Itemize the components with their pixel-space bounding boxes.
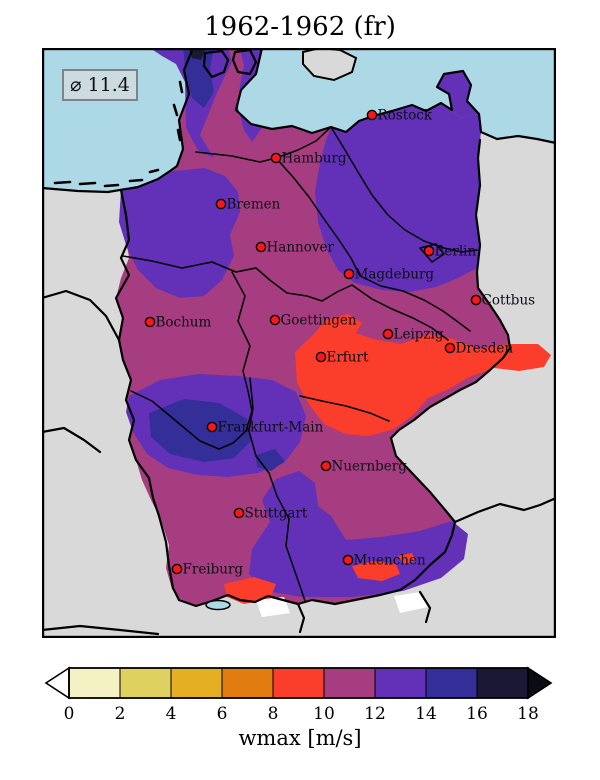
city-label: Berlin [435, 244, 477, 260]
city-label: Leipzig [394, 327, 444, 343]
colorbar-tick: 16 [466, 704, 488, 724]
colorbar-segment [68, 667, 121, 699]
colorbar-segment [323, 667, 376, 699]
city-label: Bremen [227, 197, 281, 213]
city-markers: Rostock Hamburg Bremen Hannover BerlinMagdeb… [144, 108, 536, 578]
city-label: Muenchen [354, 553, 426, 569]
colorbar: 0 2 4 6 8 10 12 14 16 18 [0, 660, 600, 726]
city-marker [255, 241, 267, 253]
colorbar-segment [476, 667, 529, 699]
city-label: Hannover [267, 240, 335, 256]
colorbar-tick: 12 [364, 704, 386, 724]
city-marker [233, 507, 245, 519]
colorbar-segment [221, 667, 274, 699]
city-label: Bochum [156, 315, 212, 331]
map-area: Rostock Hamburg Bremen Hannover Berlin Magdeb… [42, 48, 556, 638]
map-frame [42, 48, 556, 638]
colorbar-tick: 18 [517, 704, 539, 724]
city-marker [215, 198, 227, 210]
city-label: Freiburg [183, 562, 244, 578]
colorbar-segment [272, 667, 325, 699]
figure-title: 1962-1962 (fr) [204, 12, 396, 42]
city-label: Magdeburg [355, 267, 435, 283]
colorbar-tick: 8 [268, 704, 279, 724]
colorbar-segment [425, 667, 478, 699]
colorbar-segment [170, 667, 223, 699]
colorbar-tick: 0 [64, 704, 75, 724]
mean-value-box: ⌀ 11.4 [62, 69, 138, 101]
city-label: Dresden [456, 341, 514, 357]
colorbar-tick: 14 [415, 704, 437, 724]
borders-states [122, 126, 478, 602]
field-16-18-patch [189, 48, 206, 60]
colorbar-outline [68, 667, 529, 699]
field-8-10-patches [224, 314, 551, 604]
colorbar-segment [374, 667, 427, 699]
mean-value-label: ⌀ 11.4 [70, 74, 130, 96]
city-marker [444, 342, 456, 354]
city-label: Stuttgart [245, 506, 308, 522]
colorbar-over-arrow [527, 666, 553, 700]
germany-wmax-map: Rostock Hamburg Bremen Hannover BerlinMagdeb… [42, 48, 556, 638]
colorbar-segments [68, 667, 529, 699]
city-marker [206, 421, 218, 433]
city-label: Rostock [378, 108, 433, 124]
city-marker [270, 152, 282, 164]
colorbar-tick: 6 [217, 704, 228, 724]
colorbar-label: wmax [m/s] [238, 726, 362, 750]
colorbar-tick: 2 [115, 704, 126, 724]
city-label: Hamburg [282, 151, 347, 167]
city-marker [343, 268, 355, 280]
city-marker [144, 316, 156, 328]
city-label: Nuernberg [332, 459, 408, 475]
colorbar-tick-labels: 0 2 4 6 8 10 12 14 16 18 [64, 704, 539, 724]
colorbar-under-arrow [44, 666, 70, 700]
frisian-islands [53, 80, 184, 188]
city-marker [315, 351, 327, 363]
city-marker [366, 109, 378, 121]
city-label: Cottbus [482, 293, 536, 309]
colorbar-arrows [44, 666, 553, 700]
city-label: Erfurt [327, 350, 369, 366]
city-label: Goettingen [281, 313, 357, 329]
colorbar-svg: 0 2 4 6 8 10 12 14 16 18 [44, 666, 553, 724]
colorbar-tick: 10 [313, 704, 335, 724]
field-nodata-patches [256, 592, 428, 617]
city-marker [342, 554, 354, 566]
city-marker [470, 294, 482, 306]
city-marker [423, 245, 435, 257]
borders-national [42, 48, 556, 636]
colorbar-segment [119, 667, 172, 699]
city-marker [171, 563, 183, 575]
colorbar-tick: 4 [166, 704, 177, 724]
city-label: Frankfurt-Main [218, 420, 324, 436]
city-marker [382, 328, 394, 340]
city-marker [269, 314, 281, 326]
city-marker [320, 460, 332, 472]
lake-constance [205, 599, 231, 611]
